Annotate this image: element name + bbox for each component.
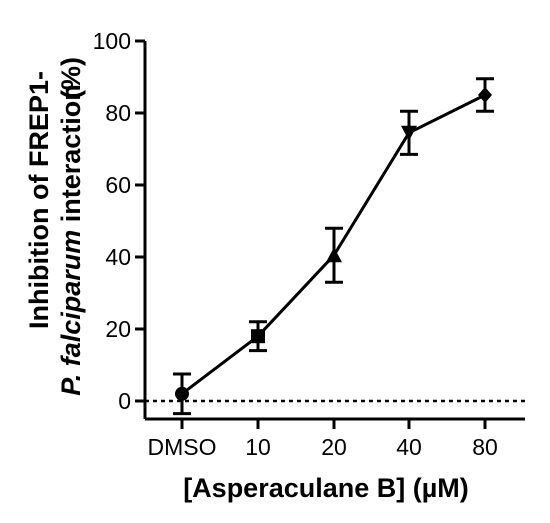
- y-axis-title-italic: P. falciparum: [56, 230, 86, 396]
- y-tick-label: 0: [118, 388, 131, 414]
- data-point: [251, 329, 265, 344]
- y-axis-title-rest: interaction: [56, 84, 86, 230]
- y-ticks: 0 20 40 60 80 100: [93, 28, 145, 414]
- x-tick-label: 10: [245, 434, 271, 460]
- y-axis-title-line2: P. falciparum interaction: [56, 84, 86, 396]
- data-point: [175, 386, 189, 401]
- y-axis-unit: (%): [56, 57, 86, 99]
- y-tick-label: 100: [93, 28, 131, 54]
- x-tick-label: 20: [321, 434, 347, 460]
- x-tick-label: 80: [472, 434, 498, 460]
- y-tick-label: 60: [105, 172, 131, 198]
- x-axis-title: [Asperaculane B] (µM): [183, 473, 469, 503]
- y-axis-title-line1: Inhibition of FREP1-: [24, 71, 54, 329]
- y-tick-label: 80: [105, 100, 131, 126]
- data-point: [401, 125, 417, 141]
- x-tick-label: 40: [396, 434, 422, 460]
- y-tick-label: 20: [105, 316, 131, 342]
- data-point: [478, 87, 492, 103]
- data-point: [326, 247, 342, 263]
- y-tick-label: 40: [105, 244, 131, 270]
- x-tick-label: DMSO: [148, 434, 217, 460]
- y-axis-title-line1-text: Inhibition of FREP1-: [24, 71, 54, 329]
- series: [173, 77, 494, 416]
- x-ticks: DMSO 10 20 40 80: [148, 419, 498, 460]
